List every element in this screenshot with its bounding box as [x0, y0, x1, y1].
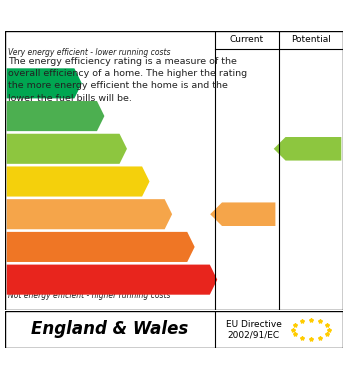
Text: England & Wales: England & Wales: [31, 321, 189, 339]
Polygon shape: [274, 137, 341, 161]
Text: 43: 43: [240, 208, 258, 221]
Polygon shape: [7, 199, 172, 229]
Text: (92-100): (92-100): [10, 81, 45, 86]
Polygon shape: [7, 68, 82, 99]
Text: Potential: Potential: [291, 36, 331, 45]
Text: (81-91): (81-91): [10, 113, 40, 119]
Text: C: C: [121, 142, 130, 155]
Text: G: G: [212, 273, 222, 286]
Text: Current: Current: [230, 36, 264, 45]
Text: (69-80): (69-80): [10, 146, 40, 152]
Text: F: F: [189, 240, 197, 253]
Text: EU Directive
2002/91/EC: EU Directive 2002/91/EC: [226, 320, 282, 339]
Text: E: E: [166, 208, 175, 221]
Polygon shape: [7, 265, 217, 295]
Text: Not energy efficient - higher running costs: Not energy efficient - higher running co…: [8, 291, 171, 300]
Text: (55-68): (55-68): [10, 179, 40, 185]
Text: B: B: [98, 109, 108, 122]
Text: (21-38): (21-38): [10, 244, 40, 250]
Text: A: A: [76, 77, 86, 90]
Text: D: D: [144, 175, 154, 188]
Polygon shape: [210, 203, 275, 226]
Polygon shape: [7, 101, 104, 131]
Text: Energy Efficiency Rating: Energy Efficiency Rating: [69, 9, 279, 23]
Polygon shape: [7, 134, 127, 164]
Text: (39-54): (39-54): [10, 211, 40, 217]
Polygon shape: [7, 232, 195, 262]
Text: The energy efficiency rating is a measure of the
overall efficiency of a home. T: The energy efficiency rating is a measur…: [8, 57, 247, 103]
Text: Very energy efficient - lower running costs: Very energy efficient - lower running co…: [8, 48, 171, 57]
Text: 69: 69: [305, 142, 322, 155]
Polygon shape: [7, 167, 150, 197]
Text: (1-20): (1-20): [10, 277, 35, 283]
